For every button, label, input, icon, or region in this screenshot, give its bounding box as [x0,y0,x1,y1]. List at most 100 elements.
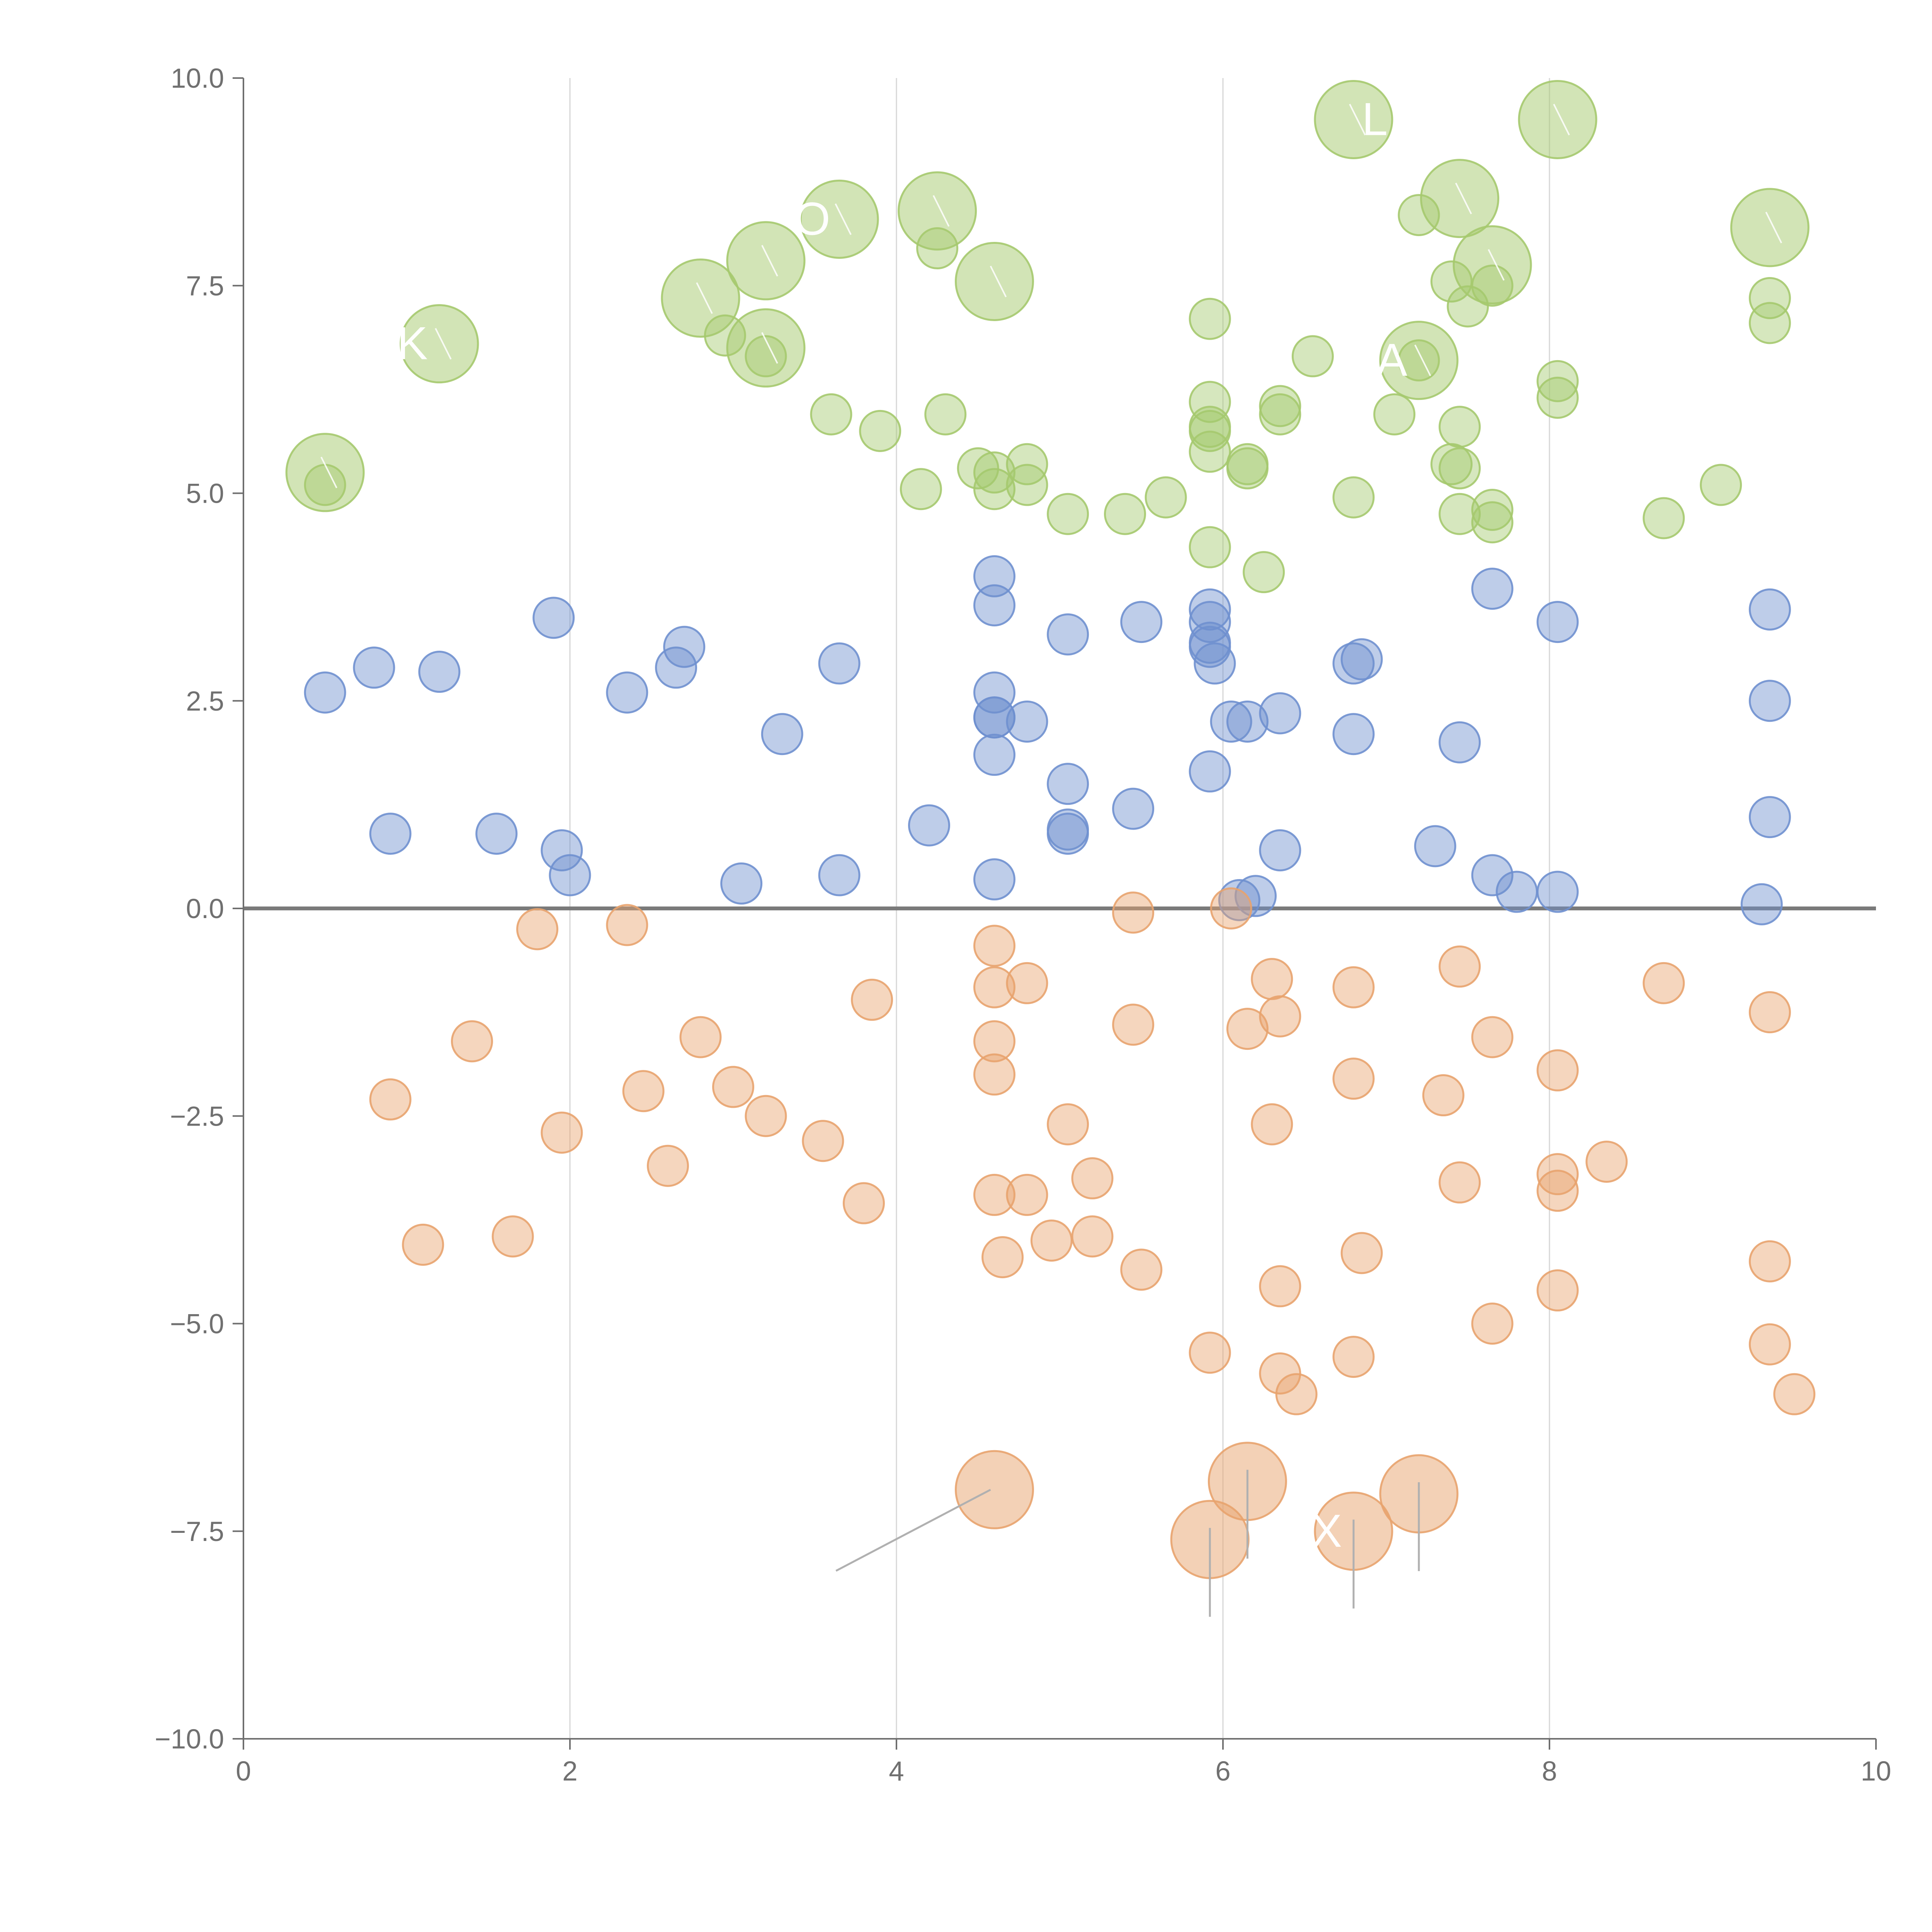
y-tick-label: −5.0 [170,1309,224,1340]
data-point [1189,626,1231,668]
data-point [1748,302,1791,344]
annotation-leader [1349,104,1366,136]
data-point [1006,962,1048,1004]
y-tick-label: 5.0 [186,479,224,509]
highlighted-point [285,433,365,512]
data-point [1700,464,1742,506]
data-point [1189,406,1231,448]
data-point [712,1066,754,1108]
data-point [973,468,1015,510]
data-point [1189,381,1231,423]
data-point [1112,1003,1155,1046]
data-point [1006,464,1048,506]
data-point [606,671,648,714]
annotation-leader [696,282,713,314]
data-point [516,908,558,951]
data-point [1332,1058,1375,1100]
data-point [1439,447,1481,490]
data-point [1471,501,1514,544]
annotation-leader [1455,182,1472,214]
data-point [1218,879,1260,922]
data-point [973,1173,1015,1216]
data-point [1251,1103,1293,1146]
annotations: K O L A X [320,93,1782,1617]
data-point [900,468,942,510]
data-point [843,1182,885,1225]
highlighted-point [726,308,806,388]
highlighted-point [955,242,1034,321]
data-point [1496,871,1538,913]
data-point [1536,360,1579,402]
y-tick-label: −2.5 [170,1101,224,1132]
axes: 0 2 4 6 8 10 −10.0 −7.5 −5.0 −2.5 0.0 2.5 5.0 7.5 10.0 [155,63,1891,1787]
data-point [1226,447,1269,490]
x-tick-label: 8 [1542,1756,1557,1787]
data-point [1047,1103,1089,1146]
annotation-leader [835,203,852,235]
data-point [1047,613,1089,656]
data-point [1120,1248,1163,1291]
data-point [1536,601,1579,643]
data-point [1259,1352,1301,1395]
annotation-leader [761,332,778,364]
data-point [1422,1074,1464,1117]
data-point [369,813,412,855]
data-point [973,451,1015,494]
data-point [1748,796,1791,838]
data-point [1340,638,1383,680]
data-point [663,626,706,668]
highlighted-point [1518,80,1597,159]
series-orange [369,887,1816,1579]
highlighted-point [726,221,806,301]
data-point [1189,298,1231,340]
data-point [973,966,1015,1009]
data-point [761,713,803,755]
data-point [802,1120,844,1162]
annotation-label: K [397,318,428,369]
data-point [1748,588,1791,631]
annotation-leader [1765,211,1782,243]
series-blue [304,555,1791,925]
data-point [973,555,1015,597]
data-point [1259,1265,1301,1308]
data-point [1006,700,1048,743]
data-point [1145,476,1187,519]
data-point [1439,721,1481,764]
data-point [1189,588,1231,631]
data-point [981,1236,1024,1279]
data-point [1251,958,1293,1000]
data-point [973,671,1015,714]
y-tick-label: 0.0 [186,894,224,924]
data-point [720,862,763,905]
data-point [1740,883,1783,925]
data-point [1332,966,1375,1009]
data-point [957,447,999,490]
series-layer [285,80,1816,1579]
x-tick-label: 4 [889,1756,904,1787]
data-point [1536,1269,1579,1312]
data-point [1471,1016,1514,1058]
data-point [973,858,1015,901]
data-point [1471,488,1514,531]
highlighted-point [1452,225,1532,305]
data-point [1471,1303,1514,1345]
data-point [973,1053,1015,1096]
annotation-label: A [1376,334,1407,386]
data-point [549,854,591,896]
data-point [451,1020,493,1063]
data-point [1259,692,1301,735]
x-tick-label: 10 [1861,1756,1891,1787]
data-point [1536,1153,1579,1196]
highlighted-point [1314,80,1393,159]
highlighted-point [799,179,879,259]
data-point [1189,750,1231,793]
data-point [1332,642,1375,685]
annotation-label: O [794,193,830,245]
data-point [532,597,575,639]
data-point [1189,526,1231,568]
data-point [1243,551,1285,594]
data-point [369,1078,412,1121]
y-tick-label: −10.0 [155,1724,224,1755]
data-point [475,813,518,855]
y-tick-label: 10.0 [171,63,224,94]
